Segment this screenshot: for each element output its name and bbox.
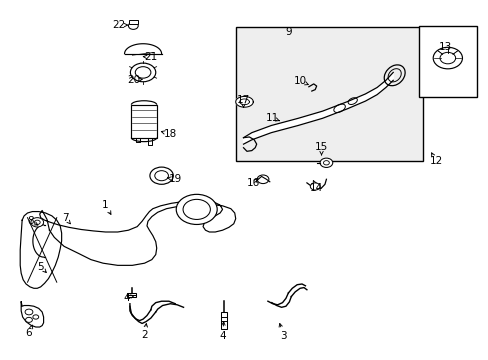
- Circle shape: [34, 220, 40, 225]
- Text: 17: 17: [236, 95, 250, 105]
- Circle shape: [128, 22, 138, 30]
- Text: 13: 13: [438, 42, 451, 51]
- Polygon shape: [20, 212, 61, 288]
- Polygon shape: [40, 201, 235, 265]
- Bar: [129, 20, 138, 24]
- Bar: [127, 293, 136, 297]
- Text: 2: 2: [141, 330, 147, 340]
- Circle shape: [31, 218, 43, 227]
- Text: 3: 3: [280, 331, 286, 341]
- Polygon shape: [124, 44, 161, 54]
- Text: 6: 6: [25, 328, 32, 338]
- Circle shape: [432, 47, 462, 69]
- Text: 12: 12: [428, 156, 442, 166]
- Polygon shape: [33, 225, 43, 257]
- Text: 15: 15: [314, 142, 327, 152]
- Text: 22: 22: [112, 20, 125, 30]
- Text: 4: 4: [123, 293, 129, 303]
- Circle shape: [25, 318, 32, 322]
- Text: 16: 16: [246, 178, 259, 188]
- Circle shape: [320, 158, 332, 167]
- Circle shape: [25, 309, 33, 315]
- Circle shape: [176, 194, 217, 225]
- Polygon shape: [21, 302, 43, 327]
- Circle shape: [323, 161, 329, 165]
- Circle shape: [310, 183, 320, 190]
- Circle shape: [130, 63, 156, 82]
- Text: 14: 14: [309, 183, 323, 193]
- Circle shape: [135, 67, 151, 78]
- Circle shape: [150, 167, 173, 184]
- Circle shape: [257, 175, 268, 184]
- Circle shape: [439, 52, 455, 64]
- Text: 11: 11: [265, 113, 279, 123]
- Bar: [418, 26, 476, 97]
- Circle shape: [183, 199, 210, 220]
- Text: 19: 19: [168, 174, 182, 184]
- Text: 9: 9: [285, 27, 291, 37]
- Text: 4: 4: [219, 331, 225, 341]
- Text: 20: 20: [126, 75, 140, 85]
- Bar: [221, 312, 226, 329]
- Text: 10: 10: [293, 76, 306, 86]
- Polygon shape: [243, 72, 392, 144]
- Text: 21: 21: [144, 52, 157, 62]
- Bar: [131, 105, 157, 138]
- Text: 7: 7: [61, 213, 68, 222]
- Text: 1: 1: [102, 200, 109, 210]
- Bar: [235, 27, 423, 161]
- Polygon shape: [235, 96, 253, 107]
- Circle shape: [33, 315, 39, 319]
- Text: 18: 18: [163, 129, 177, 139]
- Text: 8: 8: [27, 216, 34, 226]
- Text: 5: 5: [37, 262, 44, 272]
- Circle shape: [155, 171, 168, 181]
